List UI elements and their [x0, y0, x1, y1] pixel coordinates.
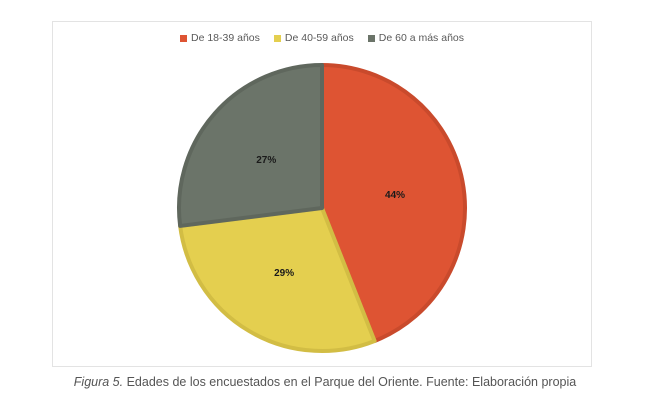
legend-swatch-18-39 [180, 34, 187, 42]
slice-18-39 [320, 63, 467, 343]
pie-slices [177, 63, 467, 353]
legend-label: De 18-39 años [191, 32, 260, 44]
legend-item-60-plus: De 60 a más años [367, 32, 464, 44]
legend-swatch-40-59 [273, 34, 281, 42]
legend-item-40-59: De 40-59 años [273, 32, 354, 44]
caption-text: Edades de los encuestados en el Parque d… [123, 375, 577, 389]
slice-40-59 [178, 206, 377, 353]
chart-legend: De 18-39 años De 40-59 años De 60 a más … [53, 32, 591, 44]
legend-label: De 40-59 años [284, 32, 354, 44]
legend-label: De 60 a más años [378, 32, 464, 44]
pie-labels: 44% 29% 27% [256, 155, 405, 279]
figure-caption: Figura 5. Edades de los encuestados en e… [0, 375, 650, 389]
slice-value-label: 29% [274, 268, 294, 279]
legend-swatch-60-plus [367, 34, 375, 42]
figure-label: Figura 5. [73, 375, 124, 389]
legend-item-18-39: De 18-39 años [180, 32, 260, 44]
slice-value-label: 27% [256, 155, 276, 166]
slice-value-label: 44% [385, 190, 405, 201]
slice-60-plus [177, 63, 324, 228]
